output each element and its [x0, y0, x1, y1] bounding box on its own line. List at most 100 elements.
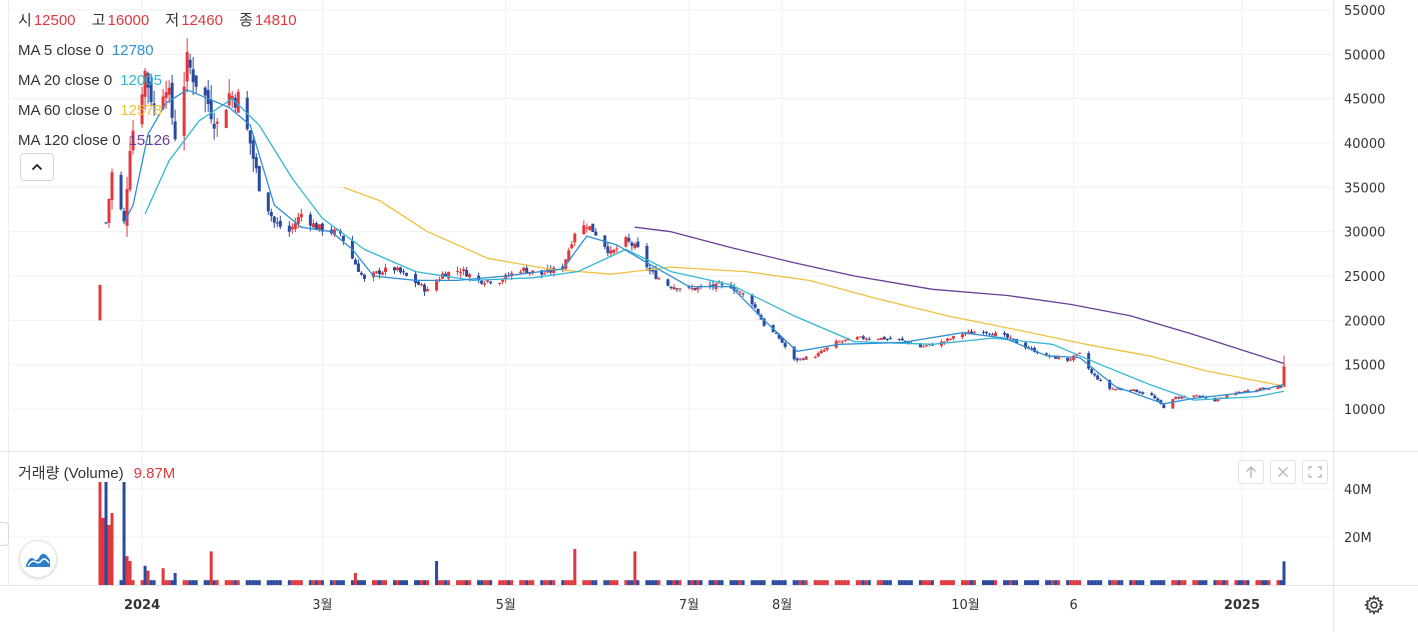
indicator-ma60[interactable]: MA 60 close 0 12578	[18, 96, 309, 126]
sidebar-handle[interactable]	[0, 522, 9, 546]
candle-body	[272, 216, 276, 223]
volume-bar	[1243, 580, 1247, 585]
candle-body	[1057, 357, 1061, 360]
volume-bar	[1072, 580, 1076, 585]
candle	[783, 341, 787, 349]
candle-body	[675, 288, 679, 290]
volume-bar	[173, 573, 177, 585]
candle	[287, 221, 291, 237]
volume-bar	[582, 580, 586, 585]
candle	[819, 349, 823, 354]
volume-bar	[903, 580, 907, 585]
candle-body	[356, 263, 360, 272]
candle-body	[1129, 389, 1133, 391]
volume-bar	[669, 580, 673, 585]
collapse-legend-button[interactable]	[20, 153, 54, 181]
volume-bar	[909, 580, 913, 585]
candle	[864, 336, 868, 341]
close-icon	[1278, 467, 1288, 477]
candle	[1150, 391, 1154, 396]
close-pane-button[interactable]	[1270, 460, 1296, 484]
candle-body	[654, 270, 658, 280]
candle-body	[1156, 398, 1160, 401]
candle	[191, 57, 195, 96]
candle	[672, 284, 676, 291]
maximize-pane-button[interactable]	[1302, 460, 1328, 484]
chart-logo-button[interactable]	[19, 540, 57, 578]
volume-bar	[456, 580, 460, 585]
candle-body	[510, 273, 514, 277]
indicator-ma120[interactable]: MA 120 close 0 15126	[18, 126, 309, 156]
candle-body	[897, 338, 901, 340]
volume-bar	[1240, 580, 1244, 585]
volume-bar	[266, 580, 270, 585]
candle-body	[1012, 338, 1016, 340]
volume-bar	[399, 580, 403, 585]
candle	[825, 347, 829, 352]
candle	[465, 267, 469, 277]
candle-body	[1120, 389, 1124, 391]
candle	[1003, 331, 1007, 337]
candle-body	[531, 270, 535, 273]
volume-bar	[1258, 580, 1262, 585]
candle-body	[146, 73, 150, 88]
candle	[227, 79, 231, 108]
volume-bar	[696, 580, 700, 585]
volume-bar	[272, 580, 276, 585]
candle-body	[194, 75, 198, 87]
volume-bar	[969, 580, 973, 585]
candle-body	[125, 189, 129, 226]
candle	[110, 168, 114, 210]
candle-body	[1069, 359, 1073, 361]
indicator-ma20[interactable]: MA 20 close 0 12005	[18, 66, 309, 96]
volume-legend[interactable]: 거래량 (Volume) 9.87M	[18, 462, 175, 483]
candle-body	[855, 337, 859, 340]
volume-bar	[362, 580, 366, 585]
candle-body	[1114, 388, 1118, 390]
candle	[486, 279, 490, 284]
candle-body	[1033, 347, 1037, 353]
indicator-value: 15126	[128, 132, 171, 149]
volume-bar	[359, 580, 363, 585]
volume-bar	[1093, 580, 1097, 585]
candle-body	[879, 337, 883, 340]
volume-bar	[636, 580, 640, 585]
chart-settings-button[interactable]	[1363, 594, 1385, 616]
candle	[711, 281, 715, 291]
price-tick-label: 40000	[1344, 137, 1385, 152]
volume-bar	[329, 580, 333, 585]
candle	[573, 232, 577, 247]
volume-bar	[353, 573, 357, 585]
candle-body	[1135, 389, 1139, 393]
volume-bar	[230, 580, 234, 585]
candle	[900, 336, 904, 342]
candle	[921, 345, 925, 348]
volume-bar	[1129, 580, 1133, 585]
volume-bar	[972, 580, 976, 585]
volume-bar	[489, 580, 493, 585]
volume-bar	[522, 580, 526, 585]
candle	[1261, 387, 1265, 390]
candle	[98, 284, 102, 321]
candles	[98, 38, 1286, 409]
candle-body	[380, 272, 384, 275]
time-tick-label: 6	[1070, 598, 1078, 613]
volume-bar	[341, 580, 345, 585]
indicator-ma5[interactable]: MA 5 close 0 12780	[18, 36, 309, 66]
volume-bar	[900, 580, 904, 585]
volume-bar	[287, 580, 291, 585]
candle-body	[1045, 353, 1049, 355]
candle-body	[591, 223, 595, 232]
candle	[380, 271, 384, 276]
candle-body	[1180, 396, 1184, 399]
volume-bar	[1282, 561, 1286, 585]
candle	[251, 135, 255, 173]
candle-body	[843, 339, 847, 341]
move-pane-up-button[interactable]	[1238, 460, 1264, 484]
volume-bar	[1156, 580, 1160, 585]
volume-bar	[420, 580, 424, 585]
candle-body	[371, 272, 375, 278]
candle-body	[203, 87, 207, 96]
